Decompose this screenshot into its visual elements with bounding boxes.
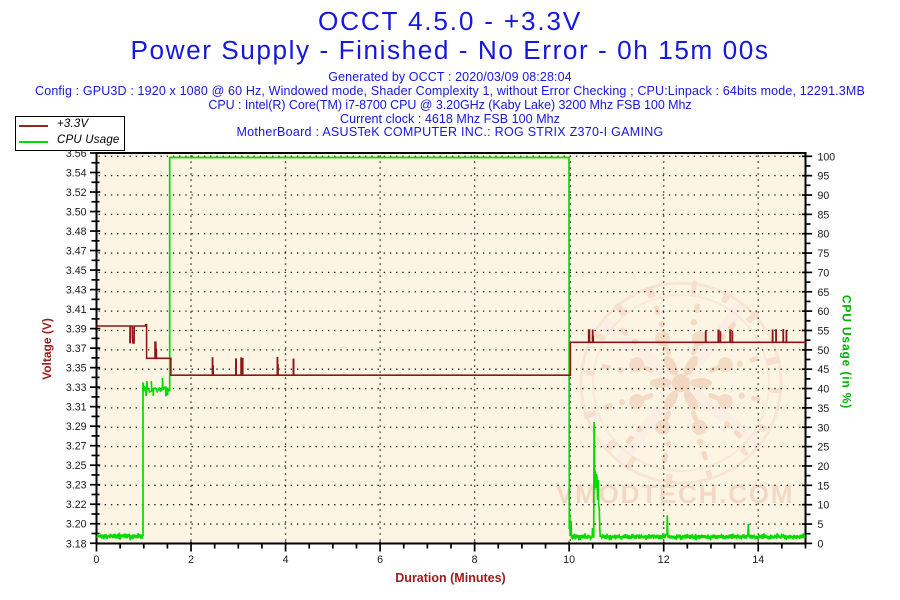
svg-text:50: 50 — [818, 345, 830, 357]
svg-text:30: 30 — [818, 422, 830, 434]
svg-text:2: 2 — [188, 554, 194, 566]
svg-text:55: 55 — [818, 325, 830, 337]
svg-text:4: 4 — [283, 554, 289, 566]
svg-text:3.31: 3.31 — [66, 402, 87, 414]
svg-text:3.47: 3.47 — [66, 246, 87, 258]
svg-text:60: 60 — [818, 306, 830, 318]
svg-text:3.20: 3.20 — [66, 519, 87, 531]
svg-text:85: 85 — [818, 209, 830, 221]
svg-text:3.25: 3.25 — [66, 460, 87, 472]
svg-text:15: 15 — [818, 480, 830, 492]
svg-text:3.56: 3.56 — [66, 148, 87, 160]
svg-text:100: 100 — [818, 151, 836, 163]
svg-text:3.18: 3.18 — [66, 538, 87, 550]
svg-text:95: 95 — [818, 171, 830, 183]
svg-text:6: 6 — [377, 554, 383, 566]
svg-text:3.37: 3.37 — [66, 343, 87, 355]
svg-text:3.35: 3.35 — [66, 363, 87, 375]
svg-text:14: 14 — [752, 554, 764, 566]
svg-text:8: 8 — [472, 554, 478, 566]
svg-text:3.27: 3.27 — [66, 441, 87, 453]
svg-text:12: 12 — [658, 554, 670, 566]
svg-text:0: 0 — [818, 538, 824, 550]
svg-text:3.33: 3.33 — [66, 382, 87, 394]
svg-text:3.48: 3.48 — [66, 226, 87, 238]
svg-text:0: 0 — [94, 554, 100, 566]
svg-text:90: 90 — [818, 190, 830, 202]
svg-text:3.29: 3.29 — [66, 421, 87, 433]
svg-text:Duration (Minutes): Duration (Minutes) — [395, 571, 505, 585]
svg-text:3.41: 3.41 — [66, 304, 87, 316]
svg-text:25: 25 — [818, 442, 830, 454]
svg-text:3.22: 3.22 — [66, 499, 87, 511]
svg-text:Voltage (V): Voltage (V) — [40, 318, 54, 380]
svg-text:3.23: 3.23 — [66, 480, 87, 492]
svg-text:3.52: 3.52 — [66, 187, 87, 199]
svg-text:10: 10 — [563, 554, 575, 566]
svg-text:20: 20 — [818, 461, 830, 473]
svg-text:80: 80 — [818, 229, 830, 241]
svg-text:3.39: 3.39 — [66, 324, 87, 336]
svg-text:3.50: 3.50 — [66, 207, 87, 219]
svg-text:35: 35 — [818, 403, 830, 415]
svg-text:3.45: 3.45 — [66, 265, 87, 277]
svg-text:3.54: 3.54 — [66, 168, 87, 180]
svg-text:40: 40 — [818, 384, 830, 396]
svg-text:75: 75 — [818, 248, 830, 260]
svg-text:45: 45 — [818, 364, 830, 376]
svg-text:10: 10 — [818, 500, 830, 512]
svg-text:3.43: 3.43 — [66, 285, 87, 297]
svg-text:5: 5 — [818, 519, 824, 531]
svg-text:65: 65 — [818, 287, 830, 299]
svg-text:CPU Usage (in %): CPU Usage (in %) — [840, 295, 854, 409]
svg-text:70: 70 — [818, 267, 830, 279]
